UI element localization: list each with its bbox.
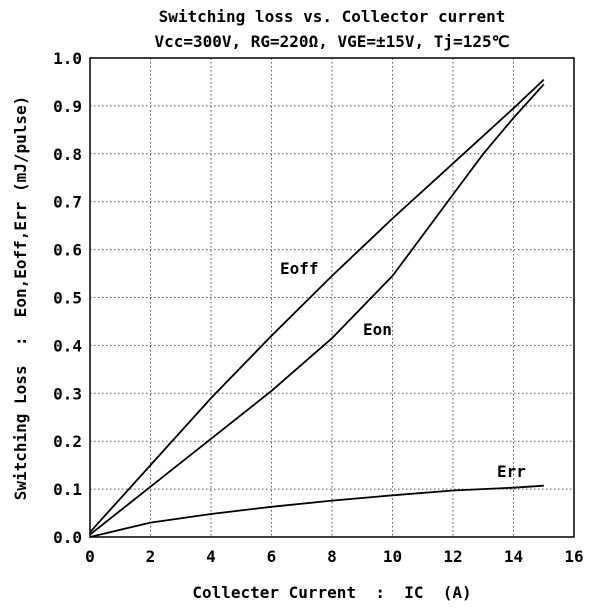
y-tick-label: 0.8: [53, 145, 82, 164]
y-tick-label: 0.9: [53, 97, 82, 116]
x-tick-label: 2: [146, 547, 156, 566]
x-tick-label: 4: [206, 547, 216, 566]
x-axis-ticks: 0 2 4 6 8 10 12 14 16: [85, 547, 583, 566]
x-tick-label: 10: [383, 547, 402, 566]
y-tick-label: 0.4: [53, 336, 82, 355]
chart-subtitle: Vcc=300V, RG=220Ω, VGE=±15V, Tj=125℃: [154, 32, 509, 51]
x-tick-label: 14: [504, 547, 523, 566]
y-tick-label: 0.2: [53, 432, 82, 451]
plot-area-border: [89, 57, 575, 538]
series-label-eon: Eon: [363, 320, 392, 339]
series-line-eon: [89, 83, 545, 536]
y-tick-label: 0.3: [53, 384, 82, 403]
x-axis-label: Collecter Current : IC (A): [192, 583, 471, 602]
series-line-eoff: [89, 78, 545, 533]
y-tick-label: 0.5: [53, 289, 82, 308]
x-tick-label: 6: [267, 547, 277, 566]
y-axis-label: Switching Loss : Eon,Eoff,Err (mJ/pulse): [11, 96, 30, 501]
y-tick-label: 0.0: [53, 528, 82, 547]
y-tick-label: 1.0: [53, 49, 82, 68]
series-label-err: Err: [497, 462, 526, 481]
grid: [90, 58, 574, 537]
x-tick-label: 8: [327, 547, 337, 566]
x-tick-label: 0: [85, 547, 95, 566]
series-line-err: [89, 484, 544, 538]
y-tick-label: 0.7: [53, 193, 82, 212]
series-lines: [89, 78, 545, 538]
x-tick-label: 12: [443, 547, 462, 566]
series-label-eoff: Eoff: [280, 259, 319, 278]
y-tick-label: 0.6: [53, 241, 82, 260]
y-tick-label: 0.1: [53, 480, 82, 499]
chart-title: Switching loss vs. Collector current: [159, 7, 506, 26]
x-tick-label: 16: [564, 547, 583, 566]
y-axis-ticks: 0.0 0.1 0.2 0.3 0.4 0.5 0.6 0.7 0.8 0.9 1.0: [53, 49, 82, 547]
